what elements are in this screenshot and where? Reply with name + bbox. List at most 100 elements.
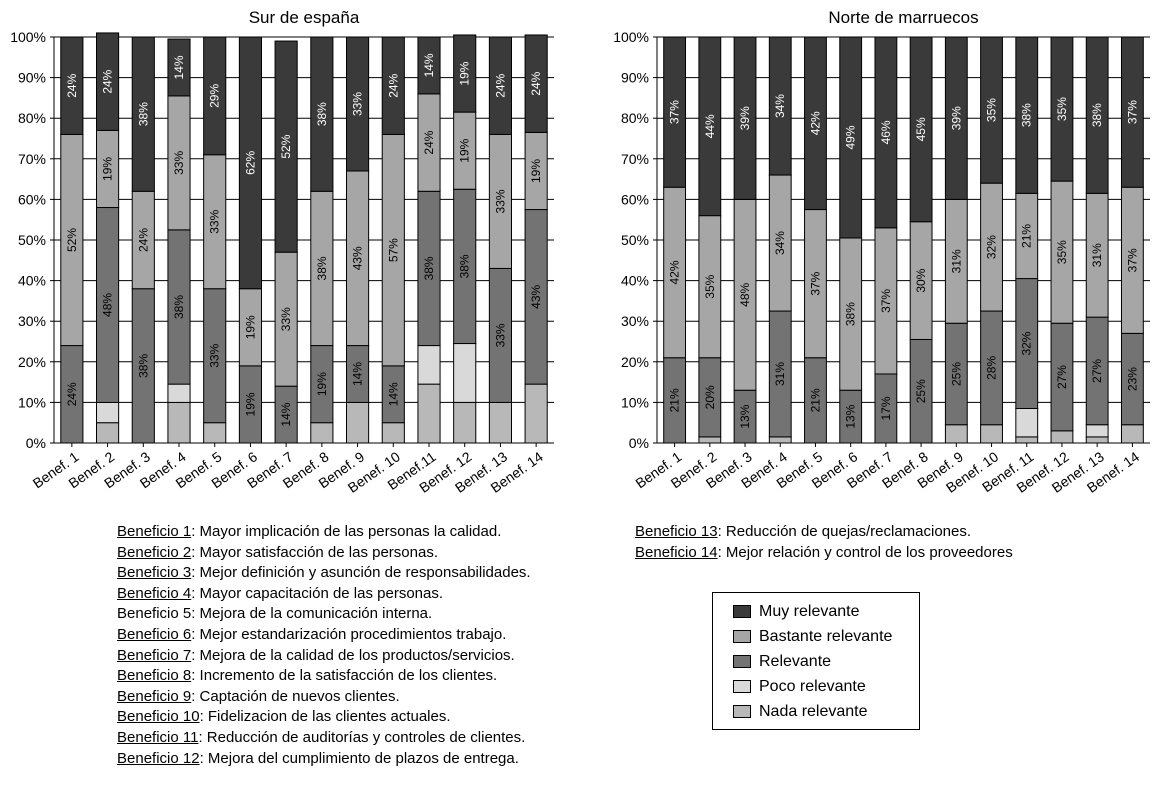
chart-norte-de-marruecos: Norte de marruecos 0% 10% 20% 30% 40% 50% 60% 70… <box>613 8 1150 496</box>
data-label: 57% <box>386 238 400 262</box>
bar-segment <box>453 401 477 444</box>
y-tick-label: 40% <box>18 273 46 289</box>
data-label: 32% <box>985 235 999 259</box>
benefit-text: : Mayor satisfacción de las personas. <box>191 543 439 561</box>
bar-segment <box>698 36 722 217</box>
benefit-note: Beneficio 10: Fidelizacion de las client… <box>117 707 531 728</box>
bar-segment <box>1015 436 1039 444</box>
data-label: 38% <box>315 102 329 126</box>
benefit-notes-left: Beneficio 1: Mayor implicación de las pe… <box>117 522 531 769</box>
data-label: 34% <box>773 94 787 118</box>
data-label: 31% <box>1090 243 1104 267</box>
data-label: 23% <box>1125 367 1139 391</box>
y-tick-label: 40% <box>621 273 649 289</box>
bar-segment <box>417 383 441 444</box>
legend-label: Muy relevante <box>759 602 860 620</box>
data-label: 48% <box>101 293 115 317</box>
benefit-note: Beneficio 14: Mejor relación y control d… <box>635 543 1013 564</box>
data-label: 37% <box>1125 248 1139 272</box>
benefit-text: : Mejor estandarización procedimientos t… <box>191 625 507 643</box>
y-tick-label: 50% <box>18 232 46 248</box>
y-tick-label: 20% <box>18 354 46 370</box>
bar-segment <box>524 34 548 133</box>
y-tick-label: 90% <box>621 70 649 86</box>
data-label: 19% <box>315 372 329 396</box>
data-label: 14% <box>279 402 293 426</box>
benefit-note: Beneficio 13: Reducción de quejas/reclam… <box>635 522 1013 543</box>
data-label: 48% <box>738 282 752 306</box>
y-tick-label: 80% <box>18 110 46 126</box>
benefit-key: Beneficio 13 <box>635 523 718 540</box>
data-label: 21% <box>1020 224 1034 248</box>
bar-segment <box>381 422 405 444</box>
data-label: 38% <box>1020 103 1034 127</box>
y-tick-label: 100% <box>10 29 46 45</box>
bar-segment <box>381 36 405 135</box>
data-label: 19% <box>458 61 472 85</box>
legend-item: Relevante <box>733 649 919 674</box>
legend-swatch <box>733 680 751 693</box>
data-label: 24% <box>65 73 79 97</box>
benefit-key: Beneficio 7 <box>117 646 192 664</box>
data-label: 46% <box>879 120 893 144</box>
bar-segment <box>733 36 757 200</box>
data-label: 25% <box>949 362 963 386</box>
benefit-text: : Incremento de la satisfacción de los c… <box>191 667 498 685</box>
data-label: 19% <box>243 315 257 339</box>
legend-label: Nada relevante <box>759 702 868 720</box>
data-label: 13% <box>844 404 858 428</box>
bar-segment <box>203 422 227 444</box>
data-label: 37% <box>808 271 822 295</box>
bar-segment <box>804 36 827 211</box>
benefit-notes-right: Beneficio 13: Reducción de quejas/reclam… <box>635 522 1013 563</box>
benefit-text: : Mejor relación y control de los provee… <box>717 543 1013 561</box>
y-tick-label: 0% <box>26 435 46 451</box>
bar-segment <box>203 36 227 156</box>
benefit-key: Beneficio 12 <box>117 749 200 767</box>
bar-segment <box>346 36 370 172</box>
data-label: 34% <box>773 231 787 255</box>
bar-segment <box>980 36 1003 184</box>
data-label: 14% <box>172 55 186 79</box>
data-label: 33% <box>279 307 293 331</box>
bar-segment <box>663 36 687 188</box>
y-tick-label: 50% <box>621 232 649 248</box>
legend-item: Bastante relevante <box>733 624 919 649</box>
data-label: 42% <box>668 260 682 284</box>
bar-segment <box>488 401 513 444</box>
data-label: 49% <box>844 125 858 149</box>
y-tick-label: 80% <box>621 110 649 126</box>
benefit-key: Beneficio 14 <box>635 543 718 561</box>
data-label: 33% <box>172 151 186 175</box>
benefit-key: Beneficio 8 <box>117 667 192 685</box>
benefit-note: Beneficio 8: Incremento de la satisfacci… <box>117 666 531 687</box>
benefit-note: Beneficio 11: Reducción de auditorías y … <box>117 728 531 749</box>
legend-label: Poco relevante <box>759 677 866 695</box>
bar-segment <box>944 424 968 444</box>
data-label: 39% <box>949 106 963 130</box>
bar-segment <box>1085 436 1109 444</box>
bar-segment <box>839 36 863 239</box>
data-label: 44% <box>703 114 717 138</box>
bar-segment <box>698 436 722 444</box>
bar-segment <box>1085 424 1109 438</box>
data-label: 19% <box>101 157 115 181</box>
benefit-key: Beneficio 6 <box>117 625 192 643</box>
bar-segment <box>1050 36 1074 182</box>
y-tick-label: 60% <box>18 191 46 207</box>
data-label: 30% <box>914 268 928 292</box>
benefit-note: Beneficio 9: Captación de nuevos cliente… <box>117 687 531 708</box>
bar-segment <box>310 36 334 192</box>
benefit-key: Beneficio 10 <box>117 708 200 726</box>
benefit-text: : Mejora del cumplimiento de plazos de e… <box>199 749 519 767</box>
data-label: 24% <box>65 382 79 406</box>
bar-segment <box>167 383 191 403</box>
y-tick-label: 10% <box>621 394 649 410</box>
y-tick-label: 10% <box>18 394 46 410</box>
benefit-note: Beneficio 7: Mejora de la calidad de los… <box>117 646 531 667</box>
bar-segment <box>1050 430 1074 444</box>
bar-segment <box>1120 36 1144 188</box>
legend-swatch <box>733 605 751 618</box>
bar-segment <box>238 36 263 290</box>
benefit-text: : Reducción de auditorías y controles de… <box>198 728 526 746</box>
